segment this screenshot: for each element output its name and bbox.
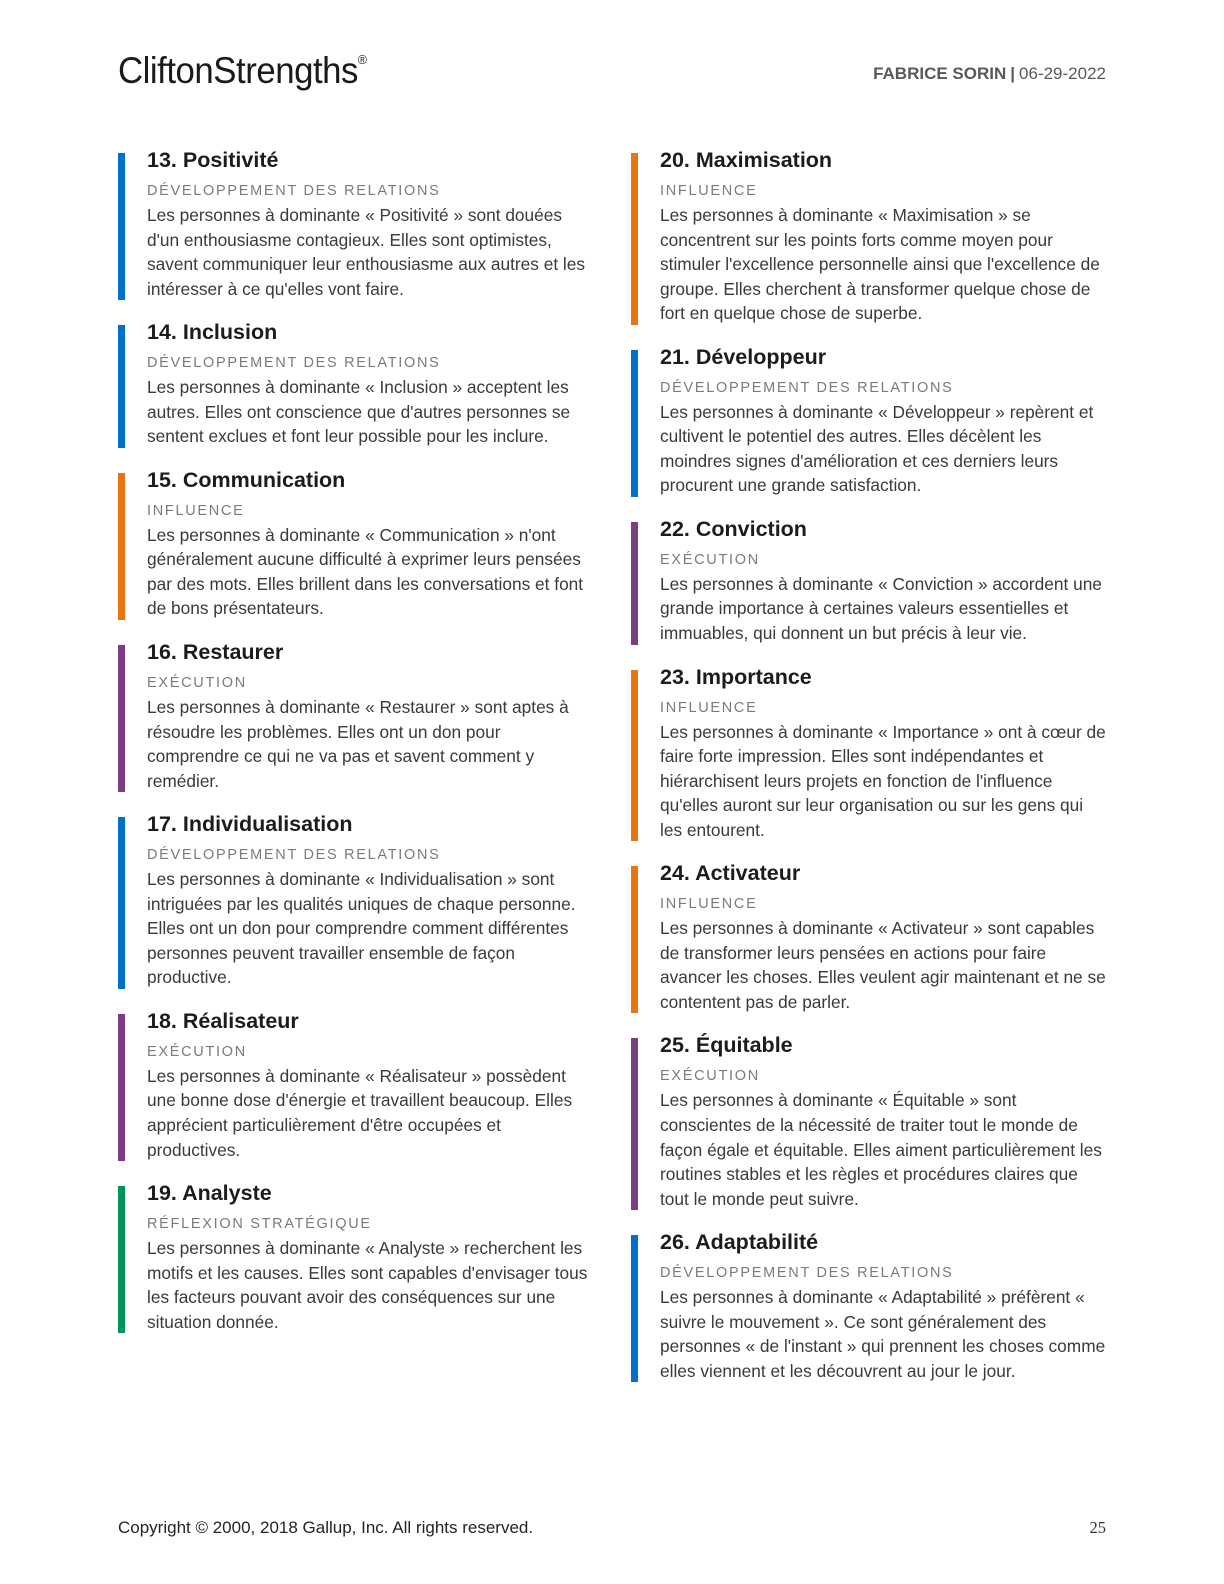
strengths-column-left: 13. Positivité DÉVELOPPEMENT DES RELATIO… bbox=[118, 148, 593, 1402]
strength-domain-label: INFLUENCE bbox=[660, 699, 758, 716]
strength-description: Les personnes à dominante « Activateur »… bbox=[660, 918, 1106, 1012]
page-header: CliftonStrengths® FABRICE SORIN | 06-29-20… bbox=[0, 0, 1224, 92]
report-date: 06-29-2022 bbox=[1019, 64, 1106, 83]
domain-color-bar bbox=[631, 1235, 638, 1383]
strength-entry: 22. Conviction EXÉCUTION Les personnes à… bbox=[631, 517, 1106, 646]
domain-color-bar bbox=[118, 817, 125, 989]
strength-entry: 24. Activateur INFLUENCE Les personnes à… bbox=[631, 861, 1106, 1014]
strength-title: 17. Individualisation bbox=[147, 812, 353, 837]
strength-title: 25. Équitable bbox=[660, 1033, 793, 1058]
strength-description: Les personnes à dominante « Développeur … bbox=[660, 401, 1094, 496]
domain-color-bar bbox=[118, 325, 125, 448]
strength-description: Les personnes à dominante « Positivité »… bbox=[147, 205, 586, 299]
strength-domain-label: DÉVELOPPEMENT DES RELATIONS bbox=[660, 379, 954, 396]
strength-description: Les personnes à dominante « Adaptabilité… bbox=[660, 1287, 1106, 1381]
domain-color-bar bbox=[118, 1013, 125, 1162]
strength-description: Les personnes à dominante « Communicatio… bbox=[147, 524, 584, 619]
strength-title: 13. Positivité bbox=[147, 148, 279, 172]
strength-title: 20. Maximisation bbox=[660, 148, 833, 172]
page-number: 25 bbox=[1089, 1518, 1107, 1537]
strength-description: Les personnes à dominante « Réalisateur … bbox=[147, 1065, 573, 1160]
registered-trademark-symbol: ® bbox=[357, 52, 367, 67]
strength-entry: 14. Inclusion DÉVELOPPEMENT DES RELATION… bbox=[118, 320, 593, 449]
header-separator: | bbox=[1010, 64, 1016, 83]
domain-color-bar bbox=[118, 1186, 125, 1334]
strength-title: 23. Importance bbox=[660, 664, 812, 689]
strength-entry: 19. Analyste RÉFLEXION STRATÉGIQUE Les p… bbox=[118, 1181, 593, 1334]
strength-domain-label: EXÉCUTION bbox=[147, 675, 247, 692]
strength-title: 21. Développeur bbox=[660, 344, 827, 369]
logo-text: CliftonStrengths bbox=[118, 50, 358, 91]
domain-color-bar bbox=[631, 153, 638, 325]
domain-color-bar bbox=[631, 669, 638, 842]
strength-title: 18. Réalisateur bbox=[147, 1008, 299, 1033]
strength-description: Les personnes à dominante « Conviction »… bbox=[660, 573, 1102, 644]
domain-color-bar bbox=[631, 349, 638, 497]
strengths-list: 13. Positivité DÉVELOPPEMENT DES RELATIO… bbox=[0, 92, 1224, 1402]
strength-description: Les personnes à dominante « Inclusion » … bbox=[147, 377, 571, 447]
user-name: FABRICE SORIN bbox=[873, 64, 1007, 83]
strength-domain-label: DÉVELOPPEMENT DES RELATIONS bbox=[660, 1265, 954, 1282]
strength-description: Les personnes à dominante « Importance »… bbox=[660, 721, 1106, 840]
strength-title: 22. Conviction bbox=[660, 516, 807, 541]
strength-title: 24. Activateur bbox=[660, 861, 801, 886]
strength-description: Les personnes à dominante « Maximisation… bbox=[660, 205, 1100, 324]
strength-domain-label: INFLUENCE bbox=[660, 896, 758, 913]
strength-domain-label: RÉFLEXION STRATÉGIQUE bbox=[147, 1216, 372, 1233]
strength-title: 15. Communication bbox=[147, 467, 346, 492]
strength-entry: 21. Développeur DÉVELOPPEMENT DES RELATI… bbox=[631, 345, 1106, 498]
strength-title: 16. Restaurer bbox=[147, 640, 284, 665]
strength-title: 26. Adaptabilité bbox=[660, 1230, 819, 1255]
strength-domain-label: DÉVELOPPEMENT DES RELATIONS bbox=[147, 183, 441, 199]
strength-domain-label: DÉVELOPPEMENT DES RELATIONS bbox=[147, 847, 441, 864]
domain-color-bar bbox=[631, 521, 638, 645]
strength-entry: 23. Importance INFLUENCE Les personnes à… bbox=[631, 665, 1106, 843]
strength-entry: 13. Positivité DÉVELOPPEMENT DES RELATIO… bbox=[118, 148, 593, 301]
strength-title: 19. Analyste bbox=[147, 1181, 272, 1206]
domain-color-bar bbox=[631, 1038, 638, 1211]
strength-entry: 18. Réalisateur EXÉCUTION Les personnes … bbox=[118, 1009, 593, 1162]
strengths-column-right: 20. Maximisation INFLUENCE Les personnes… bbox=[631, 148, 1106, 1402]
domain-color-bar bbox=[118, 153, 125, 301]
strength-entry: 20. Maximisation INFLUENCE Les personnes… bbox=[631, 148, 1106, 326]
strength-entry: 17. Individualisation DÉVELOPPEMENT DES … bbox=[118, 812, 593, 990]
copyright-text: Copyright © 2000, 2018 Gallup, Inc. All … bbox=[118, 1518, 534, 1537]
strength-entry: 25. Équitable EXÉCUTION Les personnes à … bbox=[631, 1033, 1106, 1211]
strength-domain-label: INFLUENCE bbox=[660, 183, 758, 199]
strength-domain-label: INFLUENCE bbox=[147, 502, 245, 519]
report-owner-info: FABRICE SORIN | 06-29-2022 bbox=[873, 64, 1106, 84]
strength-entry: 15. Communication INFLUENCE Les personne… bbox=[118, 468, 593, 621]
strength-description: Les personnes à dominante « Restaurer » … bbox=[147, 697, 569, 791]
domain-color-bar bbox=[631, 866, 638, 1014]
strength-description: Les personnes à dominante « Équitable » … bbox=[660, 1090, 1102, 1209]
strength-description: Les personnes à dominante « Individualis… bbox=[147, 869, 576, 988]
strength-title: 14. Inclusion bbox=[147, 320, 278, 345]
page-footer: Copyright © 2000, 2018 Gallup, Inc. All … bbox=[118, 1518, 1106, 1538]
strength-entry: 16. Restaurer EXÉCUTION Les personnes à … bbox=[118, 640, 593, 793]
cliftonstrengths-logo: CliftonStrengths® bbox=[118, 50, 367, 92]
strength-domain-label: EXÉCUTION bbox=[660, 551, 760, 568]
strength-domain-label: DÉVELOPPEMENT DES RELATIONS bbox=[147, 355, 441, 372]
strength-entry: 26. Adaptabilité DÉVELOPPEMENT DES RELAT… bbox=[631, 1230, 1106, 1383]
domain-color-bar bbox=[118, 472, 125, 621]
strength-domain-label: EXÉCUTION bbox=[660, 1068, 760, 1085]
strength-domain-label: EXÉCUTION bbox=[147, 1043, 247, 1060]
domain-color-bar bbox=[118, 645, 125, 793]
strength-description: Les personnes à dominante « Analyste » r… bbox=[147, 1238, 588, 1332]
